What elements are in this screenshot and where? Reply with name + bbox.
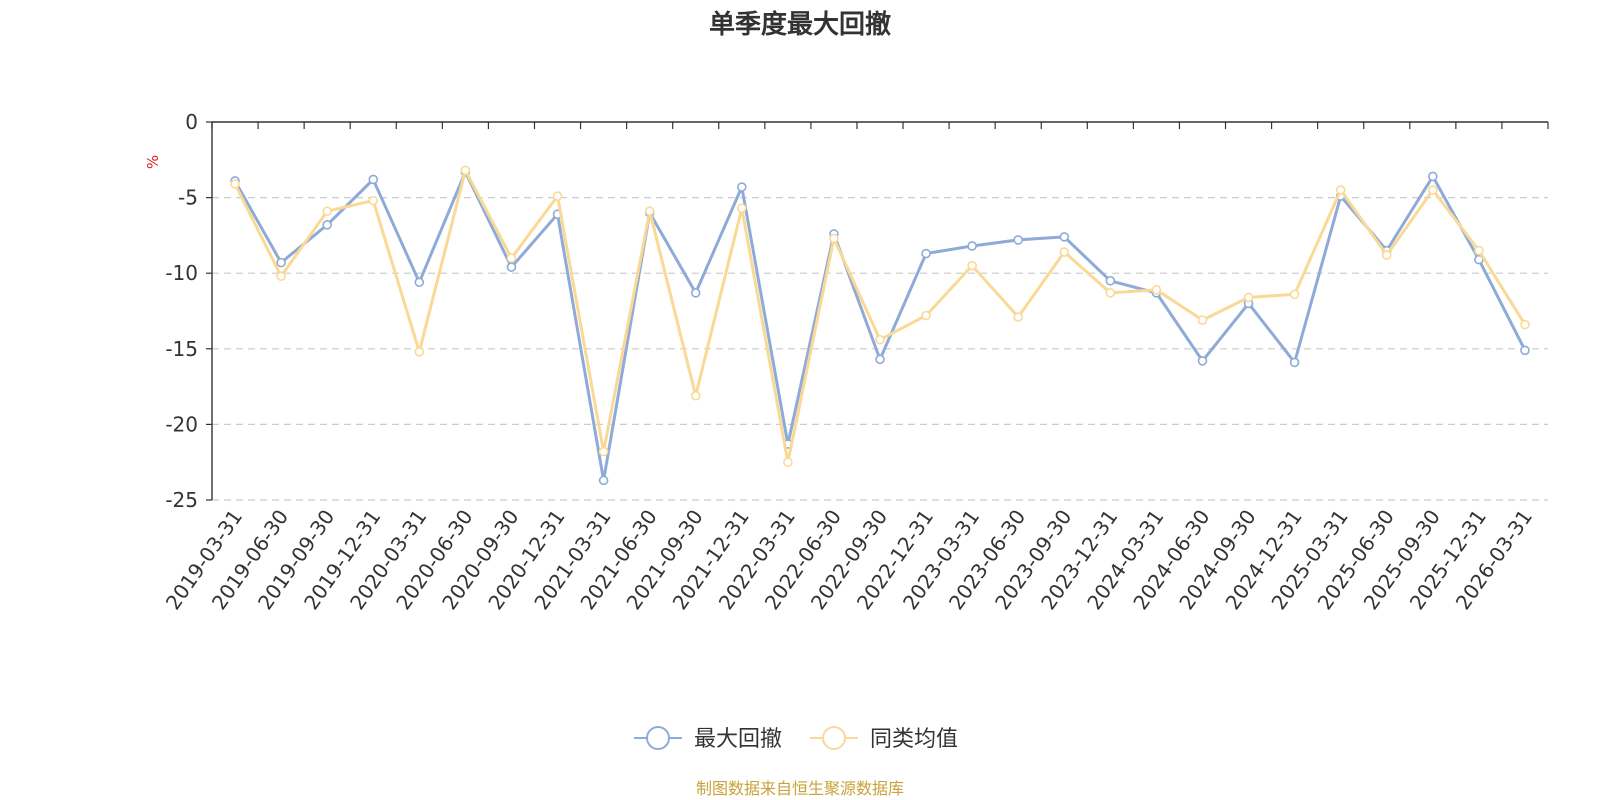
legend-marker [646, 726, 670, 750]
data-point [322, 220, 332, 230]
data-point [368, 195, 379, 206]
y-axis-unit-label: % [144, 155, 162, 169]
data-point [875, 334, 885, 345]
data-point [506, 262, 517, 272]
data-point [736, 182, 747, 192]
data-point [1474, 245, 1484, 256]
data-point [1105, 275, 1116, 286]
data-point [276, 271, 286, 282]
data-point [276, 257, 286, 268]
data-point [1059, 247, 1070, 257]
data-point [1428, 171, 1438, 182]
data-point [598, 446, 609, 457]
data-point [552, 191, 563, 201]
series-group [230, 165, 1530, 468]
data-point [460, 165, 471, 176]
y-tick-label: -5 [178, 186, 198, 210]
legend-marker [822, 726, 846, 750]
y-tick-label: 0 [185, 110, 198, 134]
data-point [1428, 185, 1438, 195]
data-point [1381, 250, 1392, 260]
data-point [230, 179, 240, 189]
data-point [1289, 289, 1300, 300]
data-point [644, 206, 655, 217]
data-point [829, 233, 839, 244]
data-point [1151, 285, 1162, 295]
data-point [1520, 319, 1530, 330]
data-point [1197, 356, 1208, 366]
y-tick-label: -25 [165, 488, 198, 512]
data-point [1335, 185, 1346, 195]
data-point [736, 203, 747, 213]
grid-lines [212, 197, 1548, 501]
chart-title: 单季度最大回撤 [708, 10, 891, 40]
data-point [1013, 235, 1024, 245]
legend-label: 最大回撤 [694, 727, 782, 752]
y-tick-label: -15 [165, 337, 198, 361]
data-point [1243, 292, 1254, 303]
data-point [783, 457, 793, 468]
legend-label: 同类均值 [870, 727, 958, 752]
data-point [414, 277, 425, 288]
data-point [322, 206, 332, 217]
data-point [1520, 345, 1530, 356]
legend-item: 最大回撤 [634, 726, 782, 752]
y-tick-label: -20 [165, 412, 198, 436]
data-point [1105, 288, 1116, 298]
legend-item: 同类均值 [810, 726, 958, 752]
data-point [967, 260, 977, 271]
y-tick-label: -10 [165, 261, 198, 285]
data-point [598, 475, 609, 486]
data-point [1059, 232, 1070, 242]
data-point [414, 347, 425, 357]
axes: 0-5-10-15-20-25%2019-03-312019-06-302019… [144, 110, 1549, 614]
data-point [690, 288, 701, 298]
series-line [233, 168, 1527, 464]
data-point [506, 253, 517, 263]
data-point [1197, 315, 1208, 325]
legend: 最大回撤 同类均值 [634, 726, 958, 752]
data-point [875, 354, 885, 365]
data-point [921, 310, 931, 321]
series-line [233, 170, 1527, 482]
data-point [1289, 357, 1300, 368]
data-point [921, 248, 931, 259]
data-point [1013, 312, 1024, 322]
data-point [967, 241, 977, 251]
source-note: 制图数据来自恒生聚源数据库 [695, 779, 904, 798]
series [230, 165, 1530, 486]
data-point [690, 390, 701, 401]
data-point [368, 174, 379, 185]
